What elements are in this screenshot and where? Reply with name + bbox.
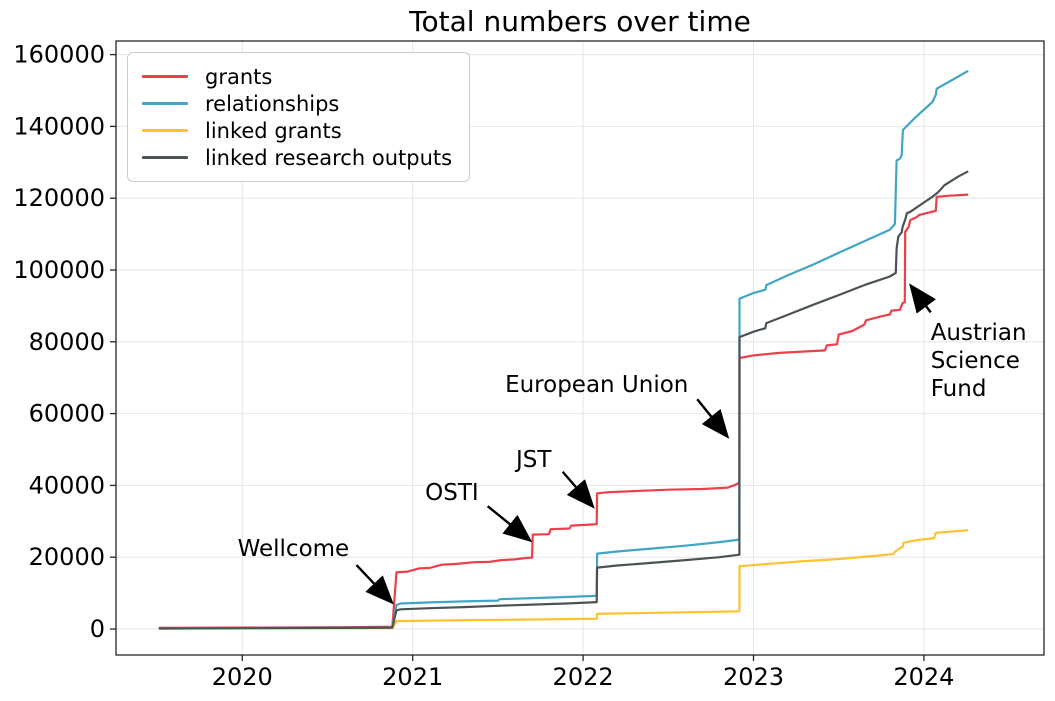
annotation-european-union: European Union (505, 372, 688, 398)
x-tick-label: 2024 (893, 663, 954, 691)
annotation-arrow-jst (561, 470, 595, 509)
series-line-grants (158, 193, 969, 630)
legend-item-linked-research-outputs: linked research outputs (142, 144, 455, 171)
y-tick-label: 20000 (29, 543, 105, 571)
x-tick-label: 2023 (723, 663, 784, 691)
annotation-arrow-european-union (696, 398, 730, 439)
y-tick-label: 80000 (29, 328, 105, 356)
legend-label-relationships: relationships (205, 91, 340, 116)
legend-swatch-relationships (142, 102, 188, 105)
legend-label-linked-grants: linked grants (205, 118, 342, 143)
series-line-relationships (158, 69, 969, 630)
x-tick-label: 2021 (382, 663, 443, 691)
y-tick-label: 40000 (29, 471, 105, 499)
legend: grants relationships linked grants linked r… (127, 52, 470, 182)
y-tick-label: 140000 (13, 112, 105, 140)
legend-label-grants: grants (205, 64, 273, 89)
legend-swatch-linked-grants (142, 129, 188, 132)
annotation-wellcome: Wellcome (238, 536, 350, 562)
legend-item-linked-grants: linked grants (142, 117, 455, 144)
series-line-linked-grants (158, 529, 969, 630)
annotation-arrow-wellcome (355, 564, 394, 605)
annotation-arrow-austrian-science-fund (909, 283, 936, 314)
legend-item-relationships: relationships (142, 90, 455, 117)
y-tick-label: 60000 (29, 400, 105, 428)
x-tick-label: 2020 (212, 663, 273, 691)
annotation-austrian-science-fund: Austrian Science Fund (931, 320, 1027, 402)
legend-item-grants: grants (142, 63, 455, 90)
plot-border (115, 40, 1045, 656)
legend-label-linked-research-outputs: linked research outputs (205, 145, 453, 170)
annotation-osti: OSTI (425, 480, 479, 506)
annotation-jst: JST (514, 447, 552, 473)
legend-swatch-linked-research-outputs (142, 156, 188, 159)
y-tick-label: 120000 (13, 184, 105, 212)
y-tick-label: 0 (90, 615, 105, 643)
series-line-linked-research-outputs (158, 170, 969, 630)
chart-title: Total numbers over time (409, 5, 751, 38)
annotation-arrow-osti (486, 505, 533, 543)
y-tick-label: 100000 (13, 256, 105, 284)
x-tick-label: 2022 (553, 663, 614, 691)
legend-swatch-grants (142, 75, 188, 78)
y-tick-label: 160000 (13, 41, 105, 69)
